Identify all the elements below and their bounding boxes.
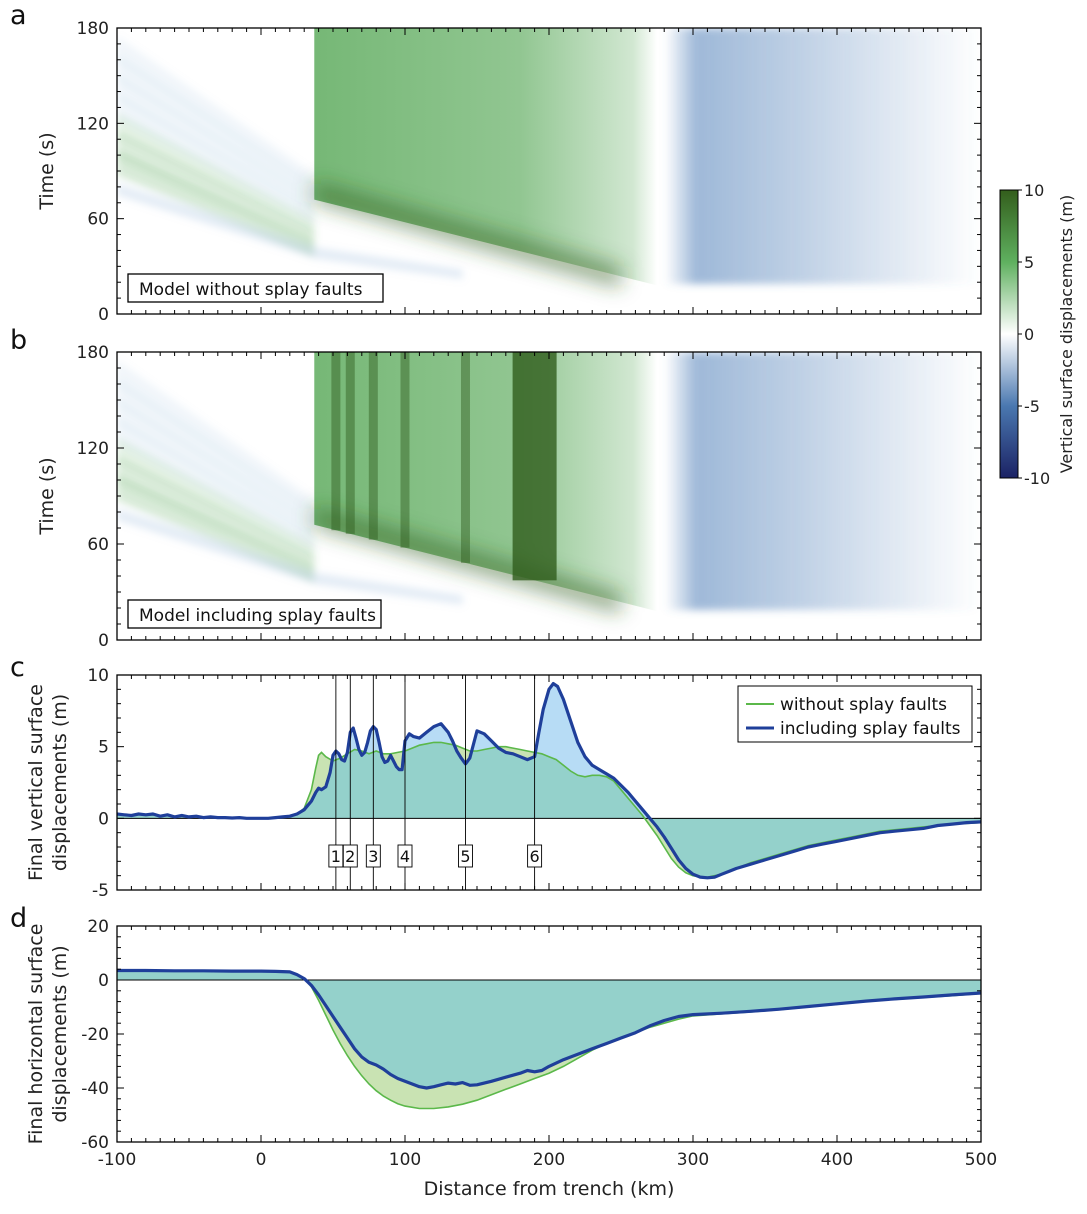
subsidence-region <box>665 28 981 284</box>
panel-a-y-tick-label: 60 <box>87 210 109 230</box>
panel-d-y-ticks <box>117 925 981 1143</box>
early-arrival-region <box>117 35 463 280</box>
panel-b-heatmap <box>117 352 981 614</box>
x-axis-label: Distance from trench (km) <box>424 1178 675 1200</box>
panel-c-y-axis-label: displacements (m) <box>49 694 71 871</box>
panel-a-y-tick-label: 180 <box>77 19 109 39</box>
splay-fault-streak <box>512 352 557 581</box>
panel-d-y-tick-label: 20 <box>87 917 109 937</box>
annotation-box <box>127 599 382 629</box>
x-tick-label: -100 <box>98 1150 137 1170</box>
panel-c-x-ticks <box>116 675 982 890</box>
panel-b-y-tick-label: 60 <box>87 535 109 555</box>
panel-a-y-tick-label: 120 <box>77 114 109 134</box>
uplift-maximum-band <box>314 181 621 288</box>
panel-a-y-tick-label: 0 <box>98 305 109 325</box>
fault-marker-label: 6 <box>530 847 540 866</box>
uplift-maximum-band <box>314 506 621 614</box>
panel-c-y-tick-label: 5 <box>98 738 109 758</box>
x-tick-label: 300 <box>677 1150 709 1170</box>
panel-letter-b: b <box>10 325 27 356</box>
subsidence-region <box>665 352 981 610</box>
colorbar: 10 5 0 -5 -10 Vertical surface displacements … <box>999 181 1076 488</box>
x-tick-labels: -100 0 100 200 300 400 500 <box>98 1150 998 1170</box>
splay-fault-streak <box>400 352 410 548</box>
x-tick-label: 400 <box>821 1150 853 1170</box>
panel-b-annotation: Model including splay faults <box>127 599 382 629</box>
area-overlap <box>117 742 981 878</box>
fault-marker-box <box>458 844 473 868</box>
panel-b-y-ticks <box>117 351 981 641</box>
panel-a-y-ticks <box>117 27 981 315</box>
subsidence-streak <box>117 508 463 605</box>
panel-letter-c: c <box>10 652 25 683</box>
colorbar-tick-label: -10 <box>1024 469 1050 488</box>
panel-a-y-axis-label: Time (s) <box>36 132 58 210</box>
panel-d-y-tick-label: -40 <box>81 1079 109 1099</box>
panel-c-y-axis-label: Final vertical surface <box>25 684 47 881</box>
subsidence-streak <box>117 183 463 280</box>
x-tick-label: 500 <box>965 1150 997 1170</box>
panel-d-y-tick-label: -60 <box>81 1133 109 1153</box>
colorbar-gradient <box>999 189 1019 479</box>
annotation-box <box>127 273 384 303</box>
panel-a-annotation: Model without splay faults <box>127 273 384 303</box>
panel-c-y-tick-label: -5 <box>92 881 109 901</box>
panel-c-y-tick-label: 10 <box>87 666 109 686</box>
panel-d-y-axis-label: displacements (m) <box>49 945 71 1122</box>
fault-marker-label: 5 <box>460 847 470 866</box>
panel-c-areas <box>117 683 981 878</box>
panel-d-areas <box>117 970 981 1109</box>
series-line-including-splay <box>117 968 982 1090</box>
panel-b-x-ticks <box>116 352 982 640</box>
colorbar-label: Vertical surface displacements (m) <box>1057 195 1076 474</box>
fault-marker-box <box>397 844 413 868</box>
panel-d-x-ticks <box>116 926 982 1142</box>
fault-marker-box <box>365 844 381 868</box>
panel-b-y-tick-label: 120 <box>77 439 109 459</box>
panel-d-y-tick-label: 0 <box>98 971 109 991</box>
colorbar-tick-label: 0 <box>1024 325 1034 344</box>
splay-fault-streak <box>460 352 470 563</box>
panel-c-y-ticks <box>117 674 981 891</box>
annotation-text: Model without splay faults <box>139 280 363 300</box>
panel-a-heatmap <box>117 28 981 288</box>
panel-letter-d: d <box>10 903 27 934</box>
legend-label-including: including splay faults <box>780 719 961 739</box>
panel-a-x-ticks <box>116 28 982 314</box>
series-line-including-splay <box>116 682 982 880</box>
legend-label-without: without splay faults <box>780 695 947 715</box>
legend: without splay faults including splay faul… <box>737 685 973 743</box>
panel-b-y-tick-label: 180 <box>77 343 109 363</box>
splay-fault-streak <box>345 352 355 534</box>
splay-fault-streak <box>368 352 378 540</box>
x-tick-label: 200 <box>533 1150 565 1170</box>
splay-fault-streaks <box>331 352 557 581</box>
panel-letter-a: a <box>10 0 27 31</box>
uplift-region <box>314 352 657 612</box>
colorbar-tick-label: 5 <box>1024 253 1034 272</box>
panel-b-y-axis-label: Time (s) <box>36 457 58 535</box>
panel-d-y-axis-label: Final horizontal surface <box>25 924 47 1145</box>
panel-b-y-tick-label: 0 <box>98 631 109 651</box>
fault-marker-label: 2 <box>345 847 355 866</box>
fault-marker-box <box>342 844 358 868</box>
area-overlap <box>117 970 981 1088</box>
splay-fault-streak <box>331 352 341 531</box>
panel-c-y-tick-label: 0 <box>98 809 109 829</box>
early-arrival-region <box>117 360 463 605</box>
fault-marker-label: 4 <box>400 847 410 866</box>
x-tick-label: 100 <box>389 1150 421 1170</box>
panel-d-y-tick-label: -20 <box>81 1025 109 1045</box>
fault-marker-label: 1 <box>331 847 341 866</box>
annotation-text: Model including splay faults <box>139 606 376 626</box>
legend-box <box>737 685 973 743</box>
fault-marker-box <box>527 844 543 868</box>
colorbar-tick-label: 10 <box>1024 181 1044 200</box>
fault-marker-label: 3 <box>368 847 378 866</box>
x-tick-label: 0 <box>256 1150 267 1170</box>
colorbar-tick-label: -5 <box>1024 397 1040 416</box>
